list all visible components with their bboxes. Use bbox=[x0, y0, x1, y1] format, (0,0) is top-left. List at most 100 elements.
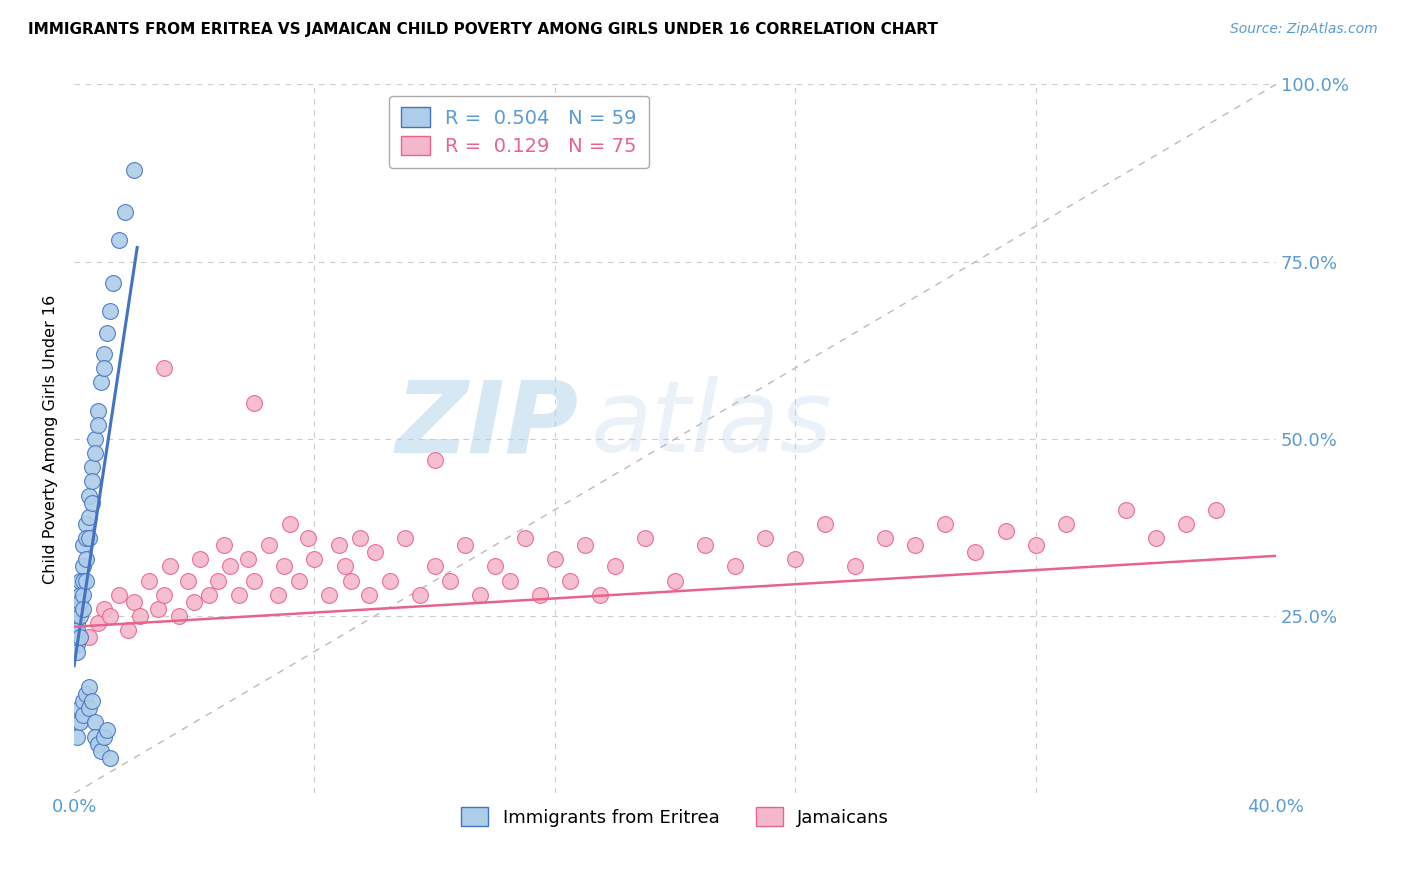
Text: ZIP: ZIP bbox=[396, 376, 579, 474]
Point bbox=[724, 559, 747, 574]
Point bbox=[408, 588, 430, 602]
Point bbox=[357, 588, 380, 602]
Point bbox=[82, 460, 104, 475]
Point bbox=[219, 559, 242, 574]
Point bbox=[574, 538, 596, 552]
Point bbox=[69, 609, 91, 624]
Point bbox=[273, 559, 295, 574]
Point bbox=[69, 715, 91, 730]
Point bbox=[1144, 531, 1167, 545]
Point bbox=[328, 538, 350, 552]
Point bbox=[339, 574, 361, 588]
Point bbox=[122, 595, 145, 609]
Point bbox=[378, 574, 401, 588]
Point bbox=[875, 531, 897, 545]
Point bbox=[66, 730, 89, 744]
Point bbox=[66, 602, 89, 616]
Point bbox=[82, 496, 104, 510]
Point bbox=[108, 234, 131, 248]
Point bbox=[304, 552, 326, 566]
Point bbox=[66, 609, 89, 624]
Point bbox=[148, 602, 170, 616]
Point bbox=[423, 453, 446, 467]
Point bbox=[454, 538, 477, 552]
Point bbox=[69, 595, 91, 609]
Text: Source: ZipAtlas.com: Source: ZipAtlas.com bbox=[1230, 22, 1378, 37]
Point bbox=[114, 205, 136, 219]
Point bbox=[693, 538, 716, 552]
Point bbox=[84, 730, 107, 744]
Point bbox=[72, 538, 94, 552]
Point bbox=[243, 396, 266, 410]
Point bbox=[934, 516, 956, 531]
Text: IMMIGRANTS FROM ERITREA VS JAMAICAN CHILD POVERTY AMONG GIRLS UNDER 16 CORRELATI: IMMIGRANTS FROM ERITREA VS JAMAICAN CHIL… bbox=[28, 22, 938, 37]
Point bbox=[96, 326, 118, 340]
Point bbox=[207, 574, 229, 588]
Legend: Immigrants from Eritrea, Jamaicans: Immigrants from Eritrea, Jamaicans bbox=[454, 800, 896, 834]
Point bbox=[363, 545, 385, 559]
Point bbox=[167, 609, 190, 624]
Point bbox=[75, 516, 97, 531]
Point bbox=[1174, 516, 1197, 531]
Point bbox=[72, 559, 94, 574]
Point bbox=[66, 624, 89, 638]
Point bbox=[664, 574, 686, 588]
Point bbox=[439, 574, 461, 588]
Point bbox=[66, 595, 89, 609]
Point bbox=[589, 588, 612, 602]
Point bbox=[69, 602, 91, 616]
Point bbox=[267, 588, 290, 602]
Point bbox=[72, 694, 94, 708]
Point bbox=[77, 489, 100, 503]
Point bbox=[228, 588, 250, 602]
Point bbox=[98, 751, 121, 765]
Point bbox=[75, 574, 97, 588]
Point bbox=[153, 588, 176, 602]
Point bbox=[82, 694, 104, 708]
Point bbox=[87, 616, 110, 631]
Point bbox=[280, 516, 302, 531]
Point bbox=[87, 403, 110, 417]
Point bbox=[87, 417, 110, 432]
Point bbox=[122, 162, 145, 177]
Point bbox=[77, 531, 100, 545]
Point bbox=[69, 701, 91, 715]
Point bbox=[93, 361, 115, 376]
Point bbox=[333, 559, 356, 574]
Point bbox=[634, 531, 657, 545]
Point bbox=[153, 361, 176, 376]
Point bbox=[77, 701, 100, 715]
Point bbox=[66, 644, 89, 658]
Point bbox=[1205, 503, 1227, 517]
Point bbox=[394, 531, 416, 545]
Text: atlas: atlas bbox=[591, 376, 832, 474]
Point bbox=[87, 737, 110, 751]
Point bbox=[101, 276, 124, 290]
Point bbox=[238, 552, 260, 566]
Point bbox=[1054, 516, 1077, 531]
Point bbox=[72, 602, 94, 616]
Point bbox=[544, 552, 567, 566]
Y-axis label: Child Poverty Among Girls Under 16: Child Poverty Among Girls Under 16 bbox=[44, 294, 58, 583]
Point bbox=[349, 531, 371, 545]
Point bbox=[69, 631, 91, 645]
Point bbox=[77, 680, 100, 694]
Point bbox=[75, 531, 97, 545]
Point bbox=[82, 475, 104, 489]
Point bbox=[84, 446, 107, 460]
Point bbox=[96, 723, 118, 737]
Point bbox=[66, 715, 89, 730]
Point bbox=[129, 609, 152, 624]
Point bbox=[117, 624, 139, 638]
Point bbox=[529, 588, 551, 602]
Point bbox=[98, 304, 121, 318]
Point bbox=[994, 524, 1017, 538]
Point bbox=[75, 687, 97, 701]
Point bbox=[90, 375, 112, 389]
Point bbox=[198, 588, 221, 602]
Point bbox=[177, 574, 200, 588]
Point bbox=[90, 744, 112, 758]
Point bbox=[484, 559, 506, 574]
Point bbox=[84, 432, 107, 446]
Point bbox=[814, 516, 837, 531]
